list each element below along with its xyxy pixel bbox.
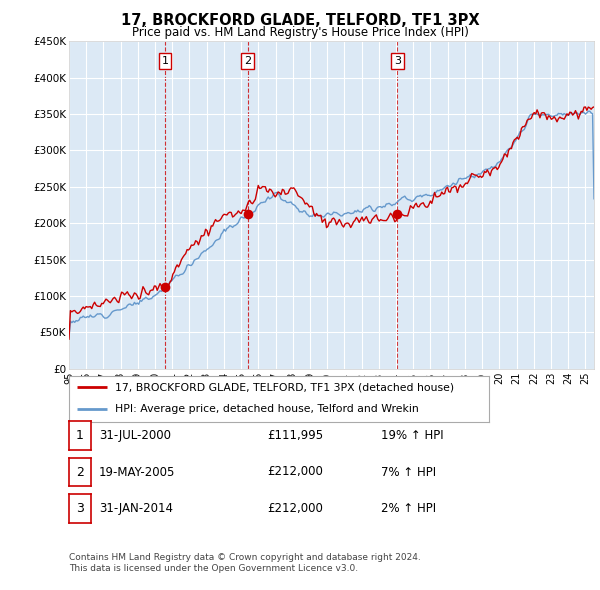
Text: 1: 1 [161, 56, 169, 66]
Text: 19% ↑ HPI: 19% ↑ HPI [381, 429, 443, 442]
Text: 2: 2 [76, 466, 84, 478]
Text: 2% ↑ HPI: 2% ↑ HPI [381, 502, 436, 515]
Text: Contains HM Land Registry data © Crown copyright and database right 2024.: Contains HM Land Registry data © Crown c… [69, 553, 421, 562]
Text: 17, BROCKFORD GLADE, TELFORD, TF1 3PX: 17, BROCKFORD GLADE, TELFORD, TF1 3PX [121, 13, 479, 28]
Text: 31-JUL-2000: 31-JUL-2000 [99, 429, 171, 442]
Text: £111,995: £111,995 [267, 429, 323, 442]
Text: 3: 3 [394, 56, 401, 66]
Text: 19-MAY-2005: 19-MAY-2005 [99, 466, 175, 478]
Text: 3: 3 [76, 502, 84, 515]
Text: 17, BROCKFORD GLADE, TELFORD, TF1 3PX (detached house): 17, BROCKFORD GLADE, TELFORD, TF1 3PX (d… [115, 382, 454, 392]
Text: 1: 1 [76, 429, 84, 442]
Text: 2: 2 [244, 56, 251, 66]
Text: HPI: Average price, detached house, Telford and Wrekin: HPI: Average price, detached house, Telf… [115, 404, 419, 414]
Text: This data is licensed under the Open Government Licence v3.0.: This data is licensed under the Open Gov… [69, 565, 358, 573]
Text: Price paid vs. HM Land Registry's House Price Index (HPI): Price paid vs. HM Land Registry's House … [131, 26, 469, 39]
Text: £212,000: £212,000 [267, 502, 323, 515]
Text: 31-JAN-2014: 31-JAN-2014 [99, 502, 173, 515]
Text: 7% ↑ HPI: 7% ↑ HPI [381, 466, 436, 478]
Text: £212,000: £212,000 [267, 466, 323, 478]
